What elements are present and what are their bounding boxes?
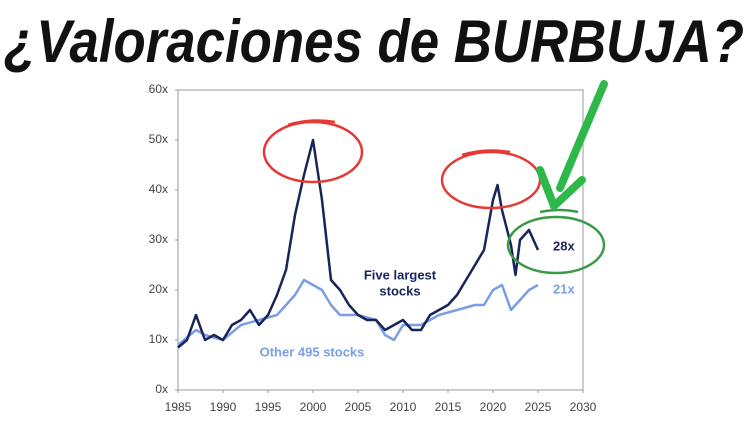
y-tick-label: 30x (149, 232, 168, 246)
chart-title: ¿Valoraciones de BURBUJA? (4, 8, 744, 75)
x-tick-label: 2025 (525, 400, 552, 414)
x-tick-label: 2005 (345, 400, 372, 414)
x-tick-label: 1995 (255, 400, 282, 414)
highlight-circle (262, 120, 364, 184)
x-tick-label: 2000 (300, 400, 327, 414)
y-tick-label: 20x (149, 282, 168, 296)
y-tick-label: 0x (155, 382, 168, 396)
x-tick-label: 1985 (165, 400, 192, 414)
y-tick-label: 50x (149, 132, 168, 146)
y-tick-label: 10x (149, 332, 168, 346)
x-tick-label: 2010 (390, 400, 417, 414)
annotation: 28x (553, 238, 575, 253)
annotation: stocks (379, 283, 420, 298)
highlight-circle (506, 215, 606, 275)
x-tick-label: 2015 (435, 400, 462, 414)
highlight-circle (287, 119, 336, 127)
x-tick-label: 1990 (210, 400, 237, 414)
annotation: Other 495 stocks (260, 344, 365, 359)
highlight-circle (539, 208, 579, 214)
highlight-circle (461, 149, 511, 157)
arrow (556, 80, 608, 192)
arrow (536, 166, 586, 210)
y-tick-label: 60x (149, 82, 168, 96)
y-tick-label: 40x (149, 182, 168, 196)
annotation: Five largest (364, 267, 437, 282)
x-tick-label: 2020 (480, 400, 507, 414)
annotation: 21x (553, 281, 575, 296)
x-tick-label: 2030 (570, 400, 597, 414)
